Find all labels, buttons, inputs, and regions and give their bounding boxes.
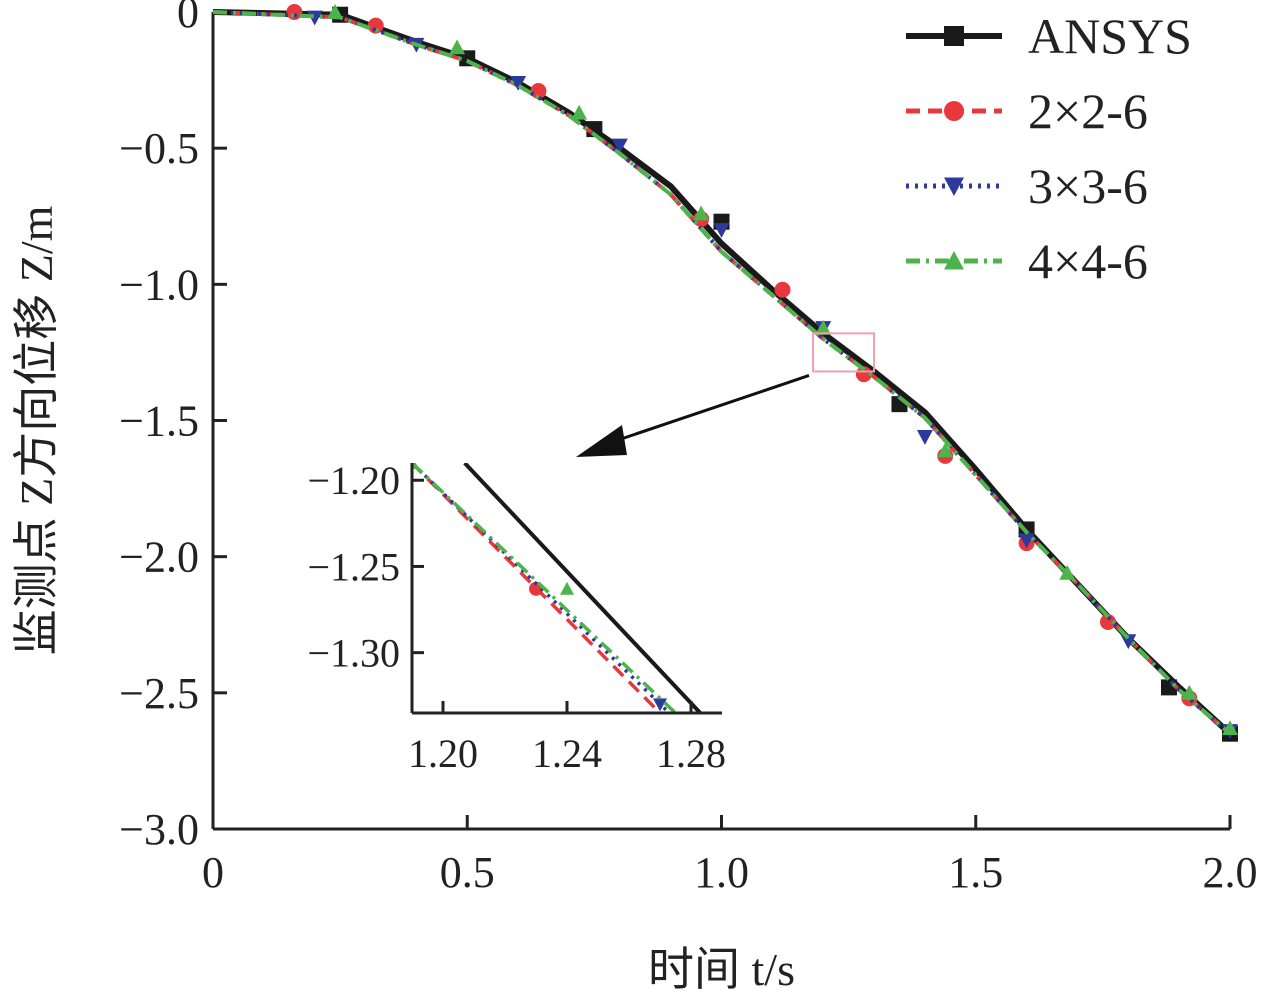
series-marker <box>693 205 710 221</box>
legend-item-2×2-6: 2×2-6 <box>906 83 1148 139</box>
legend-label: 3×3-6 <box>1028 158 1148 214</box>
legend-marker <box>944 251 964 270</box>
main-series-layer <box>212 4 1238 742</box>
series-marker <box>611 138 628 154</box>
legend-item-4×4-6: 4×4-6 <box>906 233 1148 289</box>
inset-series-ANSYS <box>463 463 702 713</box>
inset-series-4×4-6 <box>412 463 677 713</box>
series-marker <box>1181 684 1198 700</box>
series-marker <box>367 17 384 34</box>
inset-x-tick-label: 1.20 <box>408 731 478 776</box>
series-marker <box>1120 634 1137 650</box>
legend-item-ANSYS: ANSYS <box>906 8 1192 64</box>
axes-layer: 0 0.5 1.0 1.5 2.0 0 −0.5 −1.0 −1.5 −2.0 −2.5 −3.0 <box>119 0 1257 897</box>
x-tick-label: 0 <box>202 848 224 897</box>
inset-series-line <box>412 463 671 713</box>
inset-series-3×3-6 <box>412 463 671 713</box>
series-marker <box>571 104 588 120</box>
inset-series-marker <box>560 581 574 595</box>
x-tick-label: 0.5 <box>440 848 495 897</box>
series-line <box>212 10 1232 736</box>
series-marker <box>327 4 344 19</box>
series-marker <box>510 76 527 91</box>
legend-label: 2×2-6 <box>1028 83 1148 139</box>
y-tick-label: −1.5 <box>119 397 199 446</box>
x-tick-label: 1.0 <box>694 848 749 897</box>
series-4×4-6 <box>212 4 1238 736</box>
series-marker <box>286 4 303 20</box>
y-tick-label: −0.5 <box>119 124 199 173</box>
y-tick-label: −2.5 <box>119 669 199 718</box>
inset-x-tick-label: 1.24 <box>532 731 602 776</box>
inset-series-line <box>463 463 702 713</box>
inset-series-marker <box>412 463 419 469</box>
y-tick-label: −1.0 <box>119 260 199 309</box>
y-tick-label: −2.0 <box>119 533 199 582</box>
legend-label: 4×4-6 <box>1028 233 1148 289</box>
zoom-region-box <box>812 332 876 373</box>
series-marker <box>713 223 730 238</box>
series-marker <box>1222 720 1238 736</box>
x-tick-label: 2.0 <box>1203 848 1258 897</box>
x-axis-title: 时间 t/s <box>648 944 795 995</box>
series-marker <box>855 366 872 383</box>
legend-marker <box>944 26 964 46</box>
y-axis-title: 监测点 Z方向位移 Z/m <box>11 205 62 655</box>
series-marker <box>1099 614 1116 631</box>
legend-item-3×3-6: 3×3-6 <box>906 158 1148 214</box>
inset-layer: 1.20 1.24 1.28 −1.20 −1.25 −1.30 <box>307 458 726 776</box>
series-marker <box>1018 533 1035 549</box>
y-tick-label: 0 <box>177 0 199 37</box>
inset-y-tick-label: −1.20 <box>307 458 400 503</box>
series-marker <box>449 39 466 55</box>
series-marker <box>530 82 547 99</box>
inset-series-marker <box>653 698 667 712</box>
legend-label: ANSYS <box>1028 8 1192 64</box>
highlight-layer <box>576 332 876 457</box>
inset-y-tick-label: −1.30 <box>307 631 400 676</box>
series-marker <box>774 281 791 298</box>
x-tick-label: 1.5 <box>948 848 1003 897</box>
legend-marker <box>944 101 964 121</box>
series-marker <box>1059 565 1076 580</box>
legend: ANSYS 2×2-6 3×3-6 4×4-6 <box>906 8 1192 289</box>
axis-titles: 时间 t/s 监测点 Z方向位移 Z/m <box>11 205 795 995</box>
series-marker <box>937 442 954 458</box>
inset-x-tick-label: 1.28 <box>656 731 726 776</box>
series-marker <box>916 430 933 445</box>
series-marker <box>815 319 832 335</box>
legend-marker <box>944 177 964 196</box>
y-tick-label: −3.0 <box>119 805 199 854</box>
zoom-arrow-line <box>617 374 810 442</box>
inset-series-line <box>412 463 677 713</box>
inset-y-tick-label: −1.25 <box>307 544 400 589</box>
zoom-arrow-head <box>576 425 627 457</box>
inset-series-layer <box>412 463 702 713</box>
